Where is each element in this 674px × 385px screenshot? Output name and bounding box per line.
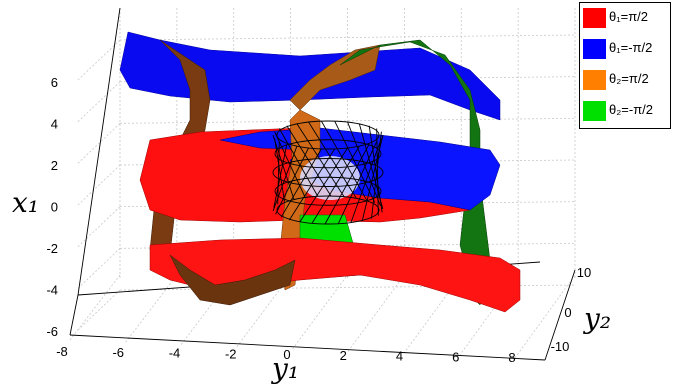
tick-label-y1: 6 (452, 349, 459, 364)
torus-meridian (376, 128, 379, 216)
legend-label: θ₂=π/2 (609, 71, 649, 86)
legend-label: θ₂=-π/2 (609, 102, 654, 117)
torus-meridian (296, 123, 345, 197)
tick-label-x1: 6 (51, 75, 58, 90)
legend-label: θ₁=-π/2 (609, 40, 653, 55)
tick-label-y1: -6 (112, 345, 124, 360)
legend-label: θ₁=π/2 (609, 9, 649, 24)
torus-meridian (272, 146, 298, 212)
legend-swatch (583, 39, 606, 59)
tick-label-y1: 0 (283, 347, 290, 362)
legend: θ₁=π/2 θ₁=-π/2 θ₂=π/2 θ₂=-π/2 (579, 2, 671, 129)
torus-ring (274, 139, 382, 169)
legend-item: θ₂=-π/2 (583, 98, 669, 124)
torus-meridian (368, 125, 383, 213)
legend-item: θ₁=-π/2 (583, 36, 669, 62)
torus-meridian (311, 146, 360, 224)
torus-meridian (371, 131, 382, 219)
torus-meridian (337, 141, 378, 224)
torus-meridian (308, 121, 357, 199)
torus-meridian (275, 147, 309, 215)
legend-swatch (583, 101, 606, 121)
torus-meridian (320, 120, 368, 201)
tick-labels: -6 -4 -2 0 2 4 6 -8 -6 -4 -2 0 2 4 6 8 -10 0 10 (46, 75, 591, 365)
torus-meridian (334, 120, 376, 203)
legend-item: θ₂=π/2 (583, 67, 669, 93)
torus-meridian (277, 141, 280, 205)
torus-meridian (288, 148, 336, 221)
tick-label-x1: -2 (46, 241, 58, 256)
torus-meridian (278, 128, 319, 197)
torus-ring (276, 120, 380, 150)
torus-meridian (274, 138, 285, 202)
torus-meridian (274, 131, 306, 198)
tick-label-y2: 0 (564, 305, 571, 320)
torus-meridian (286, 125, 332, 197)
tick-label-x1: -6 (46, 324, 58, 339)
wireframe-torus (272, 120, 384, 225)
surface-theta2-pos-top (289, 44, 381, 111)
legend-item: θ₁=π/2 (583, 5, 669, 31)
torus-ring (276, 195, 380, 225)
axis-label-y1: y₁ (270, 352, 299, 385)
torus-meridian (272, 134, 295, 200)
legend-swatch (583, 70, 606, 90)
tick-label-y1: 8 (508, 350, 515, 365)
tick-label-y1: -2 (225, 346, 237, 361)
tick-label-y1: -8 (56, 344, 68, 359)
tick-label-x1: 0 (51, 200, 58, 215)
torus-meridian (280, 148, 322, 218)
torus-meridian (358, 123, 384, 210)
surface-theta2-pos-lower (169, 254, 296, 306)
legend-swatch (583, 8, 606, 28)
axis-label-x1: x₁ (12, 186, 39, 219)
surfaces (119, 31, 521, 313)
tick-label-x1: 2 (51, 158, 58, 173)
surface-theta1-neg-back (119, 31, 501, 121)
tick-label-y2: -10 (551, 339, 570, 354)
torus-meridian (350, 138, 382, 223)
tick-label-y1: 4 (396, 349, 403, 364)
tick-label-y2: 10 (577, 265, 591, 280)
tick-label-x1: -4 (46, 283, 58, 298)
torus-ring (274, 176, 382, 206)
tick-label-y1: -4 (169, 346, 181, 361)
tick-label-y1: 2 (340, 348, 347, 363)
tick-label-x1: 4 (51, 117, 58, 132)
axis-label-y2: y₂ (582, 302, 611, 335)
